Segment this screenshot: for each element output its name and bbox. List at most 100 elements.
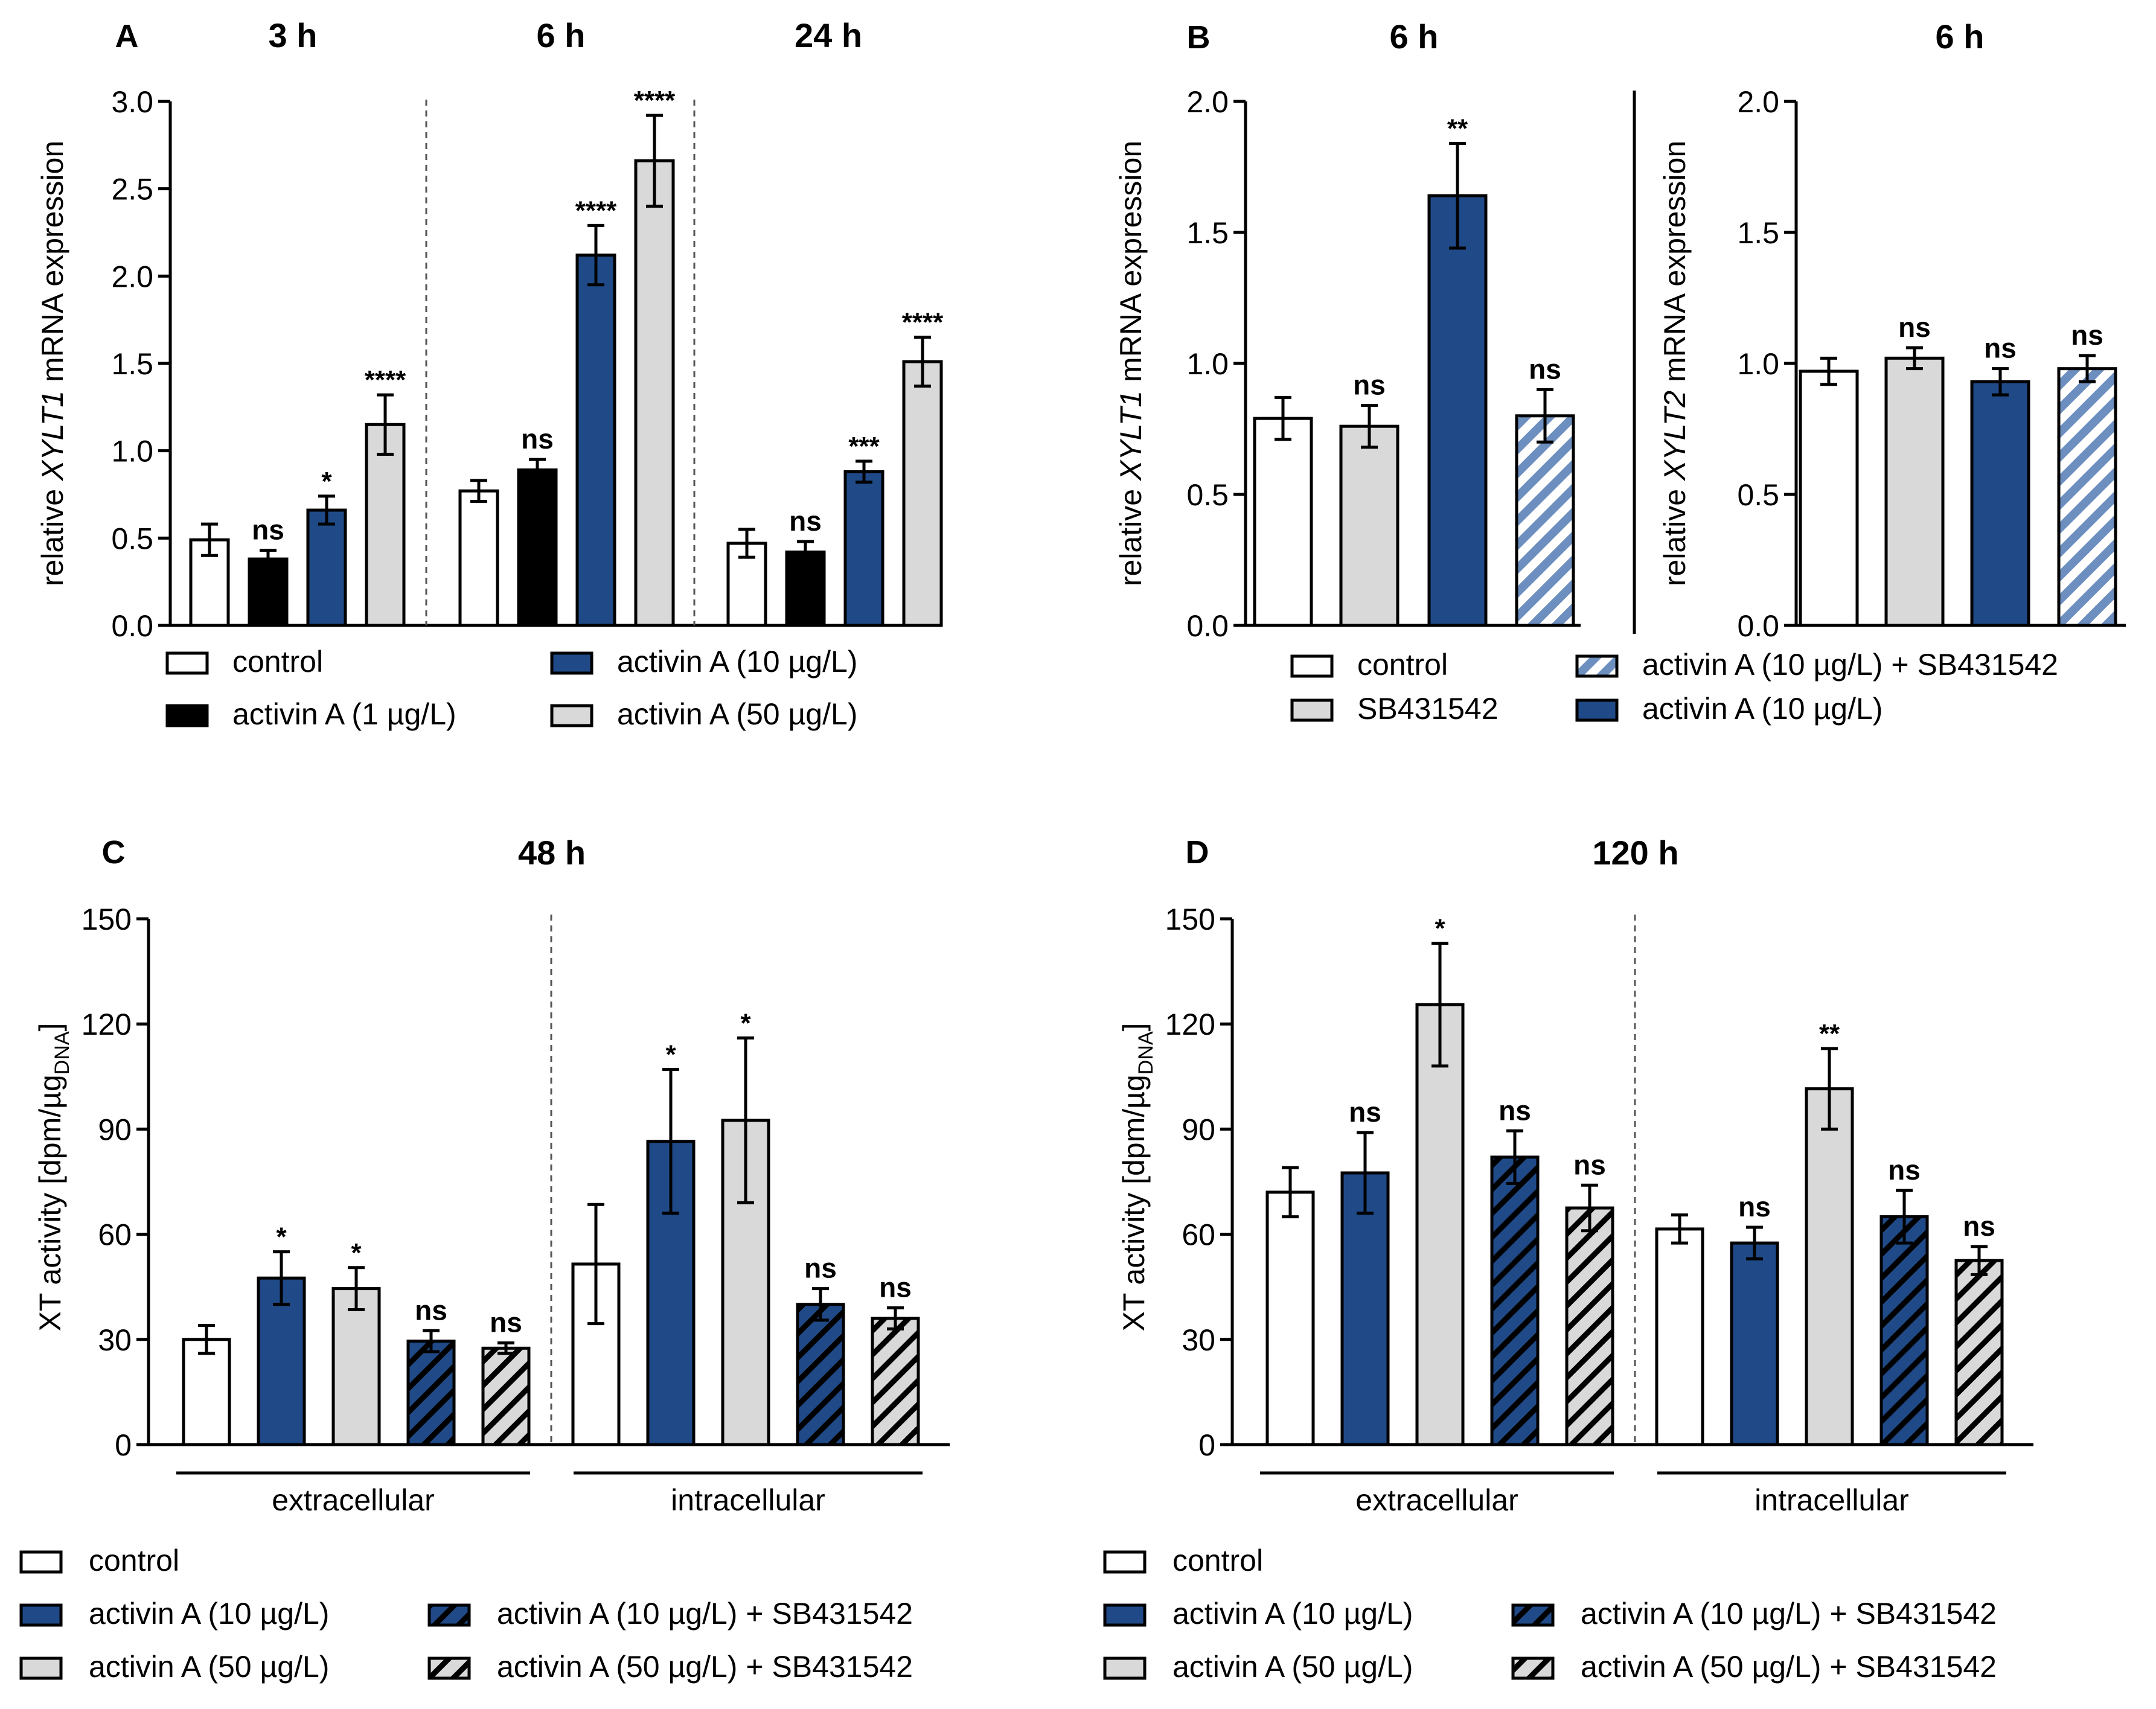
y-tick-label: 0.5: [1737, 478, 1779, 512]
bar: [1879, 1215, 1929, 1446]
legend-swatch: [19, 1550, 63, 1574]
legend-label: activin A (10 µg/L) + SB431542: [1642, 648, 2058, 682]
significance-label: ns: [1963, 1210, 1995, 1242]
significance-label: ns: [1349, 1096, 1381, 1128]
legend-swatch: [550, 704, 593, 727]
y-tick-label: 2.0: [1737, 85, 1779, 119]
group-label: intracellular: [1755, 1483, 1909, 1517]
y-axis-label-part: mRNA expression: [1658, 141, 1692, 391]
legend-label: SB431542: [1357, 692, 1499, 726]
y-tick-label: 30: [1182, 1323, 1215, 1357]
significance-label: ns: [521, 423, 554, 455]
group-label: intracellular: [671, 1483, 825, 1517]
legend-swatch: [1575, 698, 1619, 722]
y-tick-label: 2.0: [1186, 85, 1229, 119]
bar: [331, 1287, 381, 1446]
y-tick-label: 30: [98, 1323, 132, 1357]
legend-label: activin A (1 µg/L): [232, 697, 456, 731]
y-axis-label: XT activity [dpm/µgDNA]: [33, 1023, 74, 1332]
bar: [1805, 1087, 1854, 1446]
y-tick-label: 120: [1165, 1008, 1215, 1041]
y-axis-label-part: relative: [1658, 481, 1692, 586]
significance-label: ns: [490, 1307, 522, 1338]
y-axis-label-part: relative: [36, 481, 69, 586]
significance-label: ns: [789, 505, 822, 537]
bar: [1515, 414, 1575, 627]
y-tick-label: 1.0: [111, 435, 153, 468]
bar: [796, 1303, 845, 1446]
significance-label: *: [740, 1008, 751, 1038]
legend-label: activin A (10 µg/L): [617, 645, 857, 679]
time-title: 48 h: [518, 834, 586, 872]
legend-label: control: [1172, 1544, 1263, 1577]
significance-label: ns: [1499, 1094, 1531, 1126]
legend-swatch: [19, 1656, 63, 1680]
y-tick-label: 90: [98, 1113, 132, 1146]
significance-label: *: [665, 1040, 676, 1070]
bar: [1884, 356, 1945, 627]
legend-swatch: [427, 1656, 471, 1680]
bar: [871, 1317, 920, 1446]
significance-label: ns: [1573, 1149, 1606, 1180]
legend-swatch: [1103, 1550, 1147, 1574]
bar: [1265, 1190, 1315, 1446]
legend-label: activin A (50 µg/L): [89, 1650, 329, 1684]
bar: [1730, 1241, 1779, 1446]
significance-label: **: [1447, 113, 1468, 143]
significance-label: ***: [848, 432, 880, 461]
bar: [843, 470, 884, 627]
y-axis-label-part: relative: [1114, 481, 1148, 586]
y-tick-label: 1.0: [1737, 347, 1779, 381]
legend-swatch: [1103, 1656, 1147, 1680]
y-axis-label: XT activity [dpm/µgDNA]: [1117, 1023, 1157, 1332]
y-tick-label: 3.0: [111, 85, 153, 119]
bar: [1970, 380, 2030, 627]
y-axis-label-part: XT activity [dpm/µg: [33, 1075, 67, 1331]
bar: [1490, 1155, 1540, 1446]
y-tick-label: 150: [82, 902, 132, 936]
time-title: 6 h: [1936, 18, 1985, 56]
legend-label: activin A (10 µg/L): [89, 1597, 329, 1631]
bar: [1340, 1171, 1390, 1446]
significance-label: ****: [365, 365, 406, 395]
y-tick-label: 90: [1182, 1113, 1215, 1146]
significance-label: ns: [1353, 369, 1386, 400]
significance-label: *: [276, 1222, 287, 1252]
bar: [634, 159, 675, 627]
bar: [517, 468, 558, 627]
y-tick-label: 2.5: [111, 173, 153, 206]
significance-label: *: [321, 467, 332, 496]
y-tick-label: 0.0: [1737, 609, 1779, 643]
bar: [458, 489, 499, 627]
legend-label: activin A (10 µg/L) + SB431542: [497, 1597, 913, 1631]
significance-label: ns: [1898, 311, 1931, 343]
y-tick-label: 1.0: [1186, 347, 1229, 381]
y-tick-label: 0: [115, 1428, 132, 1462]
legend-label: control: [1357, 648, 1448, 682]
legend-swatch: [1103, 1603, 1147, 1627]
y-tick-label: 2.0: [111, 260, 153, 293]
bar: [785, 550, 826, 627]
significance-label: *: [1435, 914, 1445, 944]
bar: [575, 254, 616, 627]
y-axis-label: relative XYLT1 mRNA expression: [36, 141, 69, 586]
y-axis-label-gene: XYLT1: [1114, 391, 1148, 481]
y-tick-label: 60: [98, 1218, 132, 1252]
bar: [1655, 1227, 1704, 1446]
legend-swatch: [1511, 1656, 1555, 1680]
legend-swatch: [165, 704, 209, 727]
panel-letter: C: [102, 834, 126, 870]
legend-swatch: [1511, 1603, 1555, 1627]
y-tick-label: 0: [1198, 1428, 1215, 1462]
legend-label: activin A (50 µg/L): [617, 697, 857, 731]
bar: [406, 1340, 456, 1446]
time-title: 6 h: [537, 16, 586, 54]
bar: [1565, 1206, 1614, 1446]
time-title: 3 h: [269, 16, 318, 54]
bar: [1415, 1003, 1465, 1446]
significance-label: ns: [879, 1272, 912, 1303]
y-tick-label: 0.5: [1186, 478, 1229, 512]
y-tick-label: 1.5: [111, 347, 153, 381]
y-tick-label: 0.5: [111, 522, 153, 555]
bar: [481, 1346, 531, 1446]
